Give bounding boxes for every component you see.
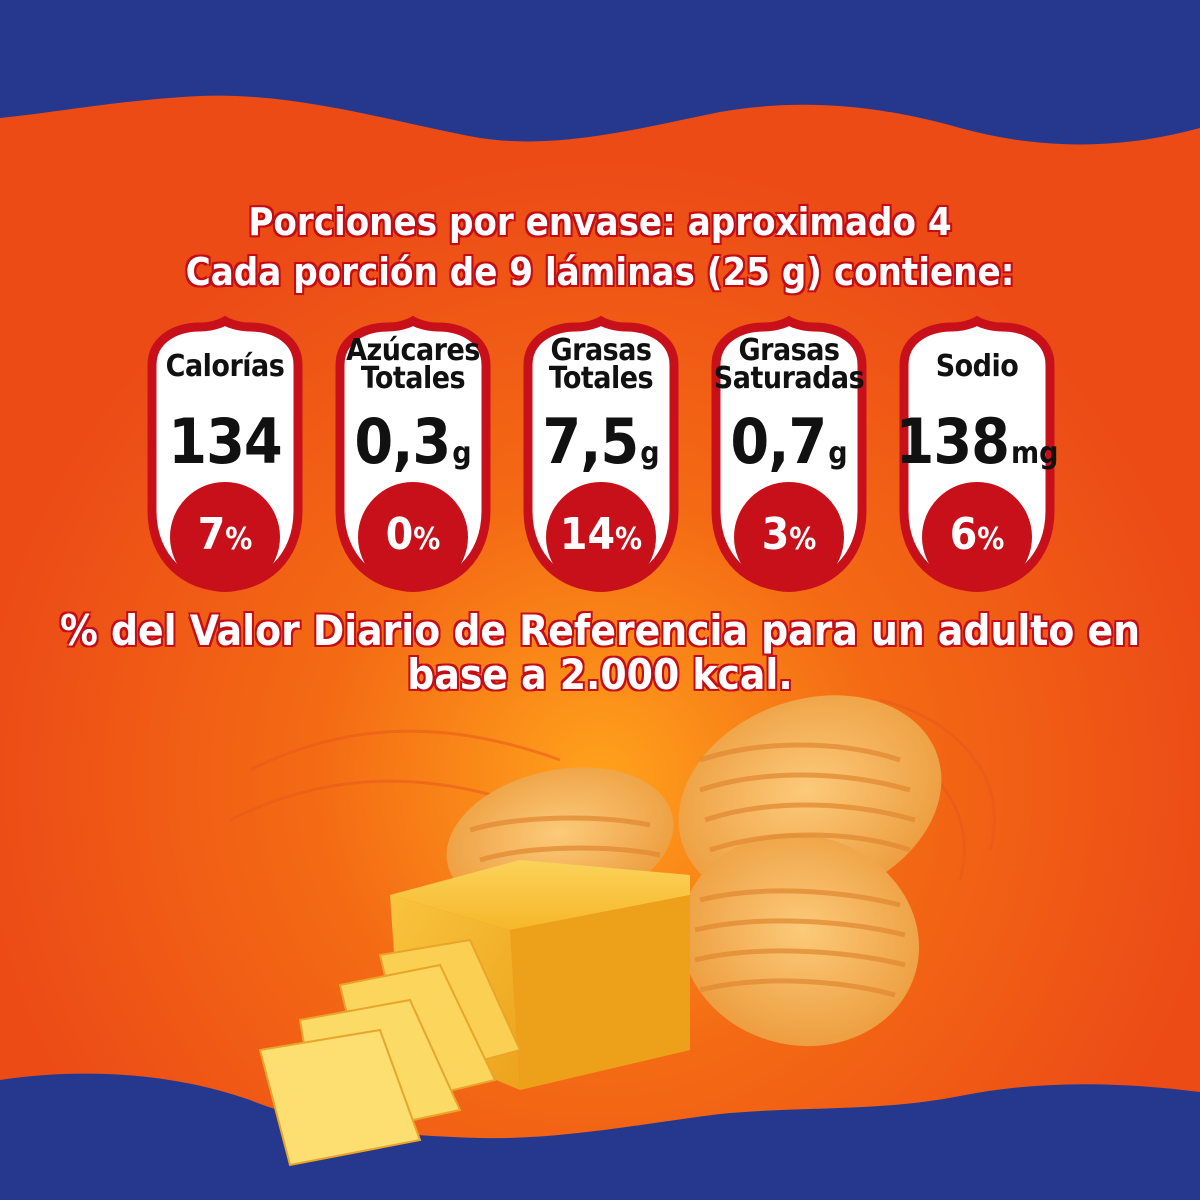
nutrient-value: 138mg <box>882 407 1072 489</box>
nutrient-label-line: Grasas <box>550 333 652 368</box>
serving-size: Cada porción de 9 láminas (25 g) contien… <box>185 250 1015 294</box>
nutrient-label: Grasas Saturadas <box>694 333 884 396</box>
percent-number: 7 <box>197 509 226 560</box>
percent-sign: % <box>789 522 817 557</box>
percent-sign: % <box>615 522 643 557</box>
nutrient-badge-total-sugars: Azúcares Totales 0,3g 0% <box>318 315 508 595</box>
nutrient-label: Sodio <box>882 349 1072 384</box>
nutrient-unit: g <box>828 436 848 471</box>
nutrient-amount: 7,5 <box>542 405 639 478</box>
percent-number: 0 <box>385 509 414 560</box>
nutrient-label-line: Sodio <box>935 349 1019 384</box>
nutrient-label-line: Grasas <box>738 333 840 368</box>
daily-value-percent: 14% <box>506 507 696 568</box>
nutrient-amount: 0,7 <box>730 405 827 478</box>
daily-value-note-line1: % del Valor Diario de Referencia para un… <box>59 606 1141 655</box>
nutrient-label-line: Saturadas <box>713 361 865 396</box>
nutrient-badge-total-fat: Grasas Totales 7,5g 14% <box>506 315 696 595</box>
nutrient-label: Calorías <box>130 349 320 384</box>
nutrient-unit: g <box>452 436 472 471</box>
percent-sign: % <box>413 522 441 557</box>
daily-value-percent: 0% <box>318 507 508 568</box>
percent-number: 3 <box>761 509 790 560</box>
cheese-block <box>258 860 690 1167</box>
nutrient-badge-calories: Calorías 134 7% <box>130 315 320 595</box>
nutrient-amount: 0,3 <box>354 405 451 478</box>
nutrient-label-line: Totales <box>360 361 466 396</box>
nutrient-label: Grasas Totales <box>506 333 696 396</box>
nutrient-label: Azúcares Totales <box>318 333 508 396</box>
top-wave <box>0 0 1200 145</box>
nutrient-unit: g <box>640 436 660 471</box>
percent-sign: % <box>977 522 1005 557</box>
nutrient-unit: mg <box>1010 436 1059 471</box>
nutrient-badge-saturated-fat: Grasas Saturadas 0,7g 3% <box>694 315 884 595</box>
nutrient-amount: 134 <box>168 405 282 478</box>
percent-number: 6 <box>949 509 978 560</box>
daily-value-percent: 6% <box>882 507 1072 568</box>
percent-sign: % <box>225 522 253 557</box>
nutrient-label-line: Azúcares <box>346 333 480 368</box>
daily-value-percent: 7% <box>130 507 320 568</box>
bottom-wave <box>0 1073 1200 1200</box>
nutrient-value: 134 <box>130 407 320 477</box>
nutrient-amount: 138 <box>895 405 1010 478</box>
daily-value-note-line2: base a 2.000 kcal. <box>407 650 793 699</box>
nutrient-label-line: Totales <box>548 361 654 396</box>
nutrient-value: 0,3g <box>318 407 508 489</box>
nutrient-label-line: Calorías <box>165 349 285 384</box>
potato-chips <box>446 695 942 1047</box>
servings-per-package: Porciones por envase: aproximado 4 <box>248 200 952 244</box>
percent-number: 14 <box>559 509 616 560</box>
nutrient-value: 0,7g <box>694 407 884 489</box>
daily-value-percent: 3% <box>694 507 884 568</box>
nutrient-value: 7,5g <box>506 407 696 489</box>
nutrient-badge-sodium: Sodio 138mg 6% <box>882 315 1072 595</box>
